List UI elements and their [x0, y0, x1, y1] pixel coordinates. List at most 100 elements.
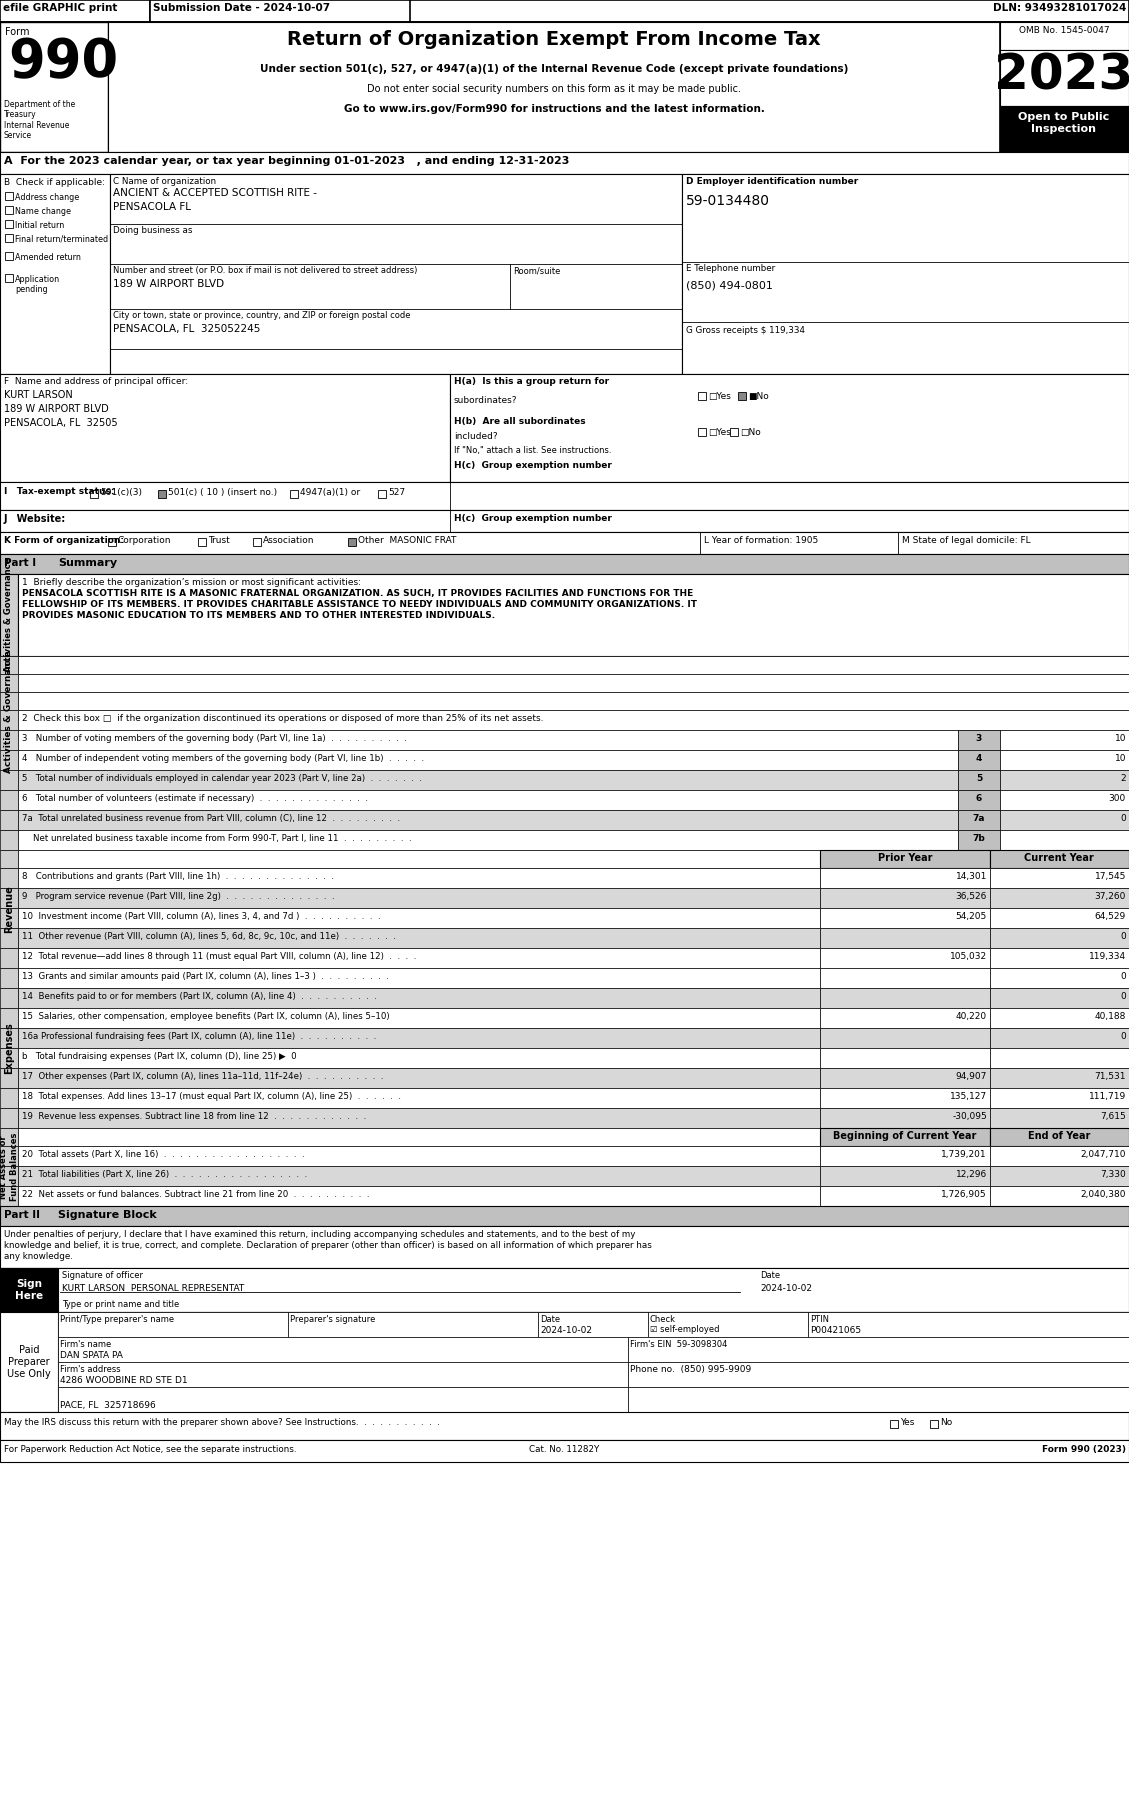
Text: ■No: ■No	[749, 393, 769, 402]
Bar	[820, 1007, 990, 1027]
Text: Return of Organization Exempt From Income Tax: Return of Organization Exempt From Incom…	[287, 31, 821, 49]
Bar	[0, 987, 18, 1007]
Text: 10: 10	[1114, 733, 1126, 742]
Text: B  Check if applicable:: B Check if applicable:	[5, 178, 105, 187]
Bar	[698, 429, 706, 436]
Bar	[18, 674, 1129, 692]
Text: Under section 501(c), 527, or 4947(a)(1) of the Internal Revenue Code (except pr: Under section 501(c), 527, or 4947(a)(1)…	[260, 65, 848, 74]
Bar	[18, 1049, 820, 1069]
Text: 3   Number of voting members of the governing body (Part VI, line 1a)  .  .  .  : 3 Number of voting members of the govern…	[21, 733, 406, 742]
Text: knowledge and belief, it is true, correct, and complete. Declaration of preparer: knowledge and belief, it is true, correc…	[5, 1242, 651, 1251]
Bar	[5, 234, 14, 241]
Bar	[5, 220, 14, 229]
Bar	[1000, 831, 1129, 851]
Bar	[110, 175, 682, 375]
Text: 1  Briefly describe the organization’s mission or most significant activities:: 1 Briefly describe the organization’s mi…	[21, 578, 361, 587]
Bar	[1000, 730, 1129, 750]
Bar	[820, 968, 990, 987]
Text: DLN: 93493281017024: DLN: 93493281017024	[992, 4, 1126, 13]
Bar	[820, 869, 990, 888]
Text: KURT LARSON  PERSONAL REPRESENTAT: KURT LARSON PERSONAL REPRESENTAT	[62, 1285, 244, 1294]
Text: 1,739,201: 1,739,201	[942, 1150, 987, 1159]
Text: 0: 0	[1120, 991, 1126, 1000]
Text: 7,615: 7,615	[1101, 1112, 1126, 1121]
Text: 11  Other revenue (Part VIII, column (A), lines 5, 6d, 8c, 9c, 10c, and 11e)  . : 11 Other revenue (Part VIII, column (A),…	[21, 932, 396, 941]
Bar	[820, 1027, 990, 1049]
Text: Current Year: Current Year	[1024, 852, 1094, 863]
Text: 18  Total expenses. Add lines 13–17 (must equal Part IX, column (A), line 25)  .: 18 Total expenses. Add lines 13–17 (must…	[21, 1092, 401, 1101]
Bar	[990, 869, 1129, 888]
Text: 2: 2	[1120, 775, 1126, 784]
Text: any knowledge.: any knowledge.	[5, 1252, 73, 1261]
Text: 1,726,905: 1,726,905	[942, 1189, 987, 1198]
Text: May the IRS discuss this return with the preparer shown above? See Instructions.: May the IRS discuss this return with the…	[5, 1418, 440, 1427]
Bar	[18, 851, 820, 869]
Text: FELLOWSHIP OF ITS MEMBERS. IT PROVIDES CHARITABLE ASSISTANCE TO NEEDY INDIVIDUAL: FELLOWSHIP OF ITS MEMBERS. IT PROVIDES C…	[21, 600, 697, 609]
Bar	[0, 0, 150, 22]
Text: I   Tax-exempt status:: I Tax-exempt status:	[5, 487, 114, 496]
Text: Yes: Yes	[900, 1418, 914, 1427]
Text: -30,095: -30,095	[952, 1112, 987, 1121]
Bar	[0, 888, 18, 908]
Bar	[158, 490, 166, 497]
Text: H(c)  Group exemption number: H(c) Group exemption number	[454, 514, 612, 523]
Bar	[0, 730, 18, 750]
Bar	[820, 928, 990, 948]
Bar	[990, 1186, 1129, 1206]
Bar	[0, 851, 18, 869]
Text: 0: 0	[1120, 932, 1126, 941]
Text: L Year of formation: 1905: L Year of formation: 1905	[704, 535, 819, 544]
Text: City or town, state or province, country, and ZIP or foreign postal code: City or town, state or province, country…	[113, 312, 411, 321]
Bar	[18, 1027, 820, 1049]
Bar	[0, 1413, 1129, 1440]
Bar	[90, 490, 98, 497]
Text: 501(c)(3): 501(c)(3)	[100, 488, 142, 497]
Bar	[18, 968, 820, 987]
Bar	[990, 908, 1129, 928]
Text: Firm's name: Firm's name	[60, 1341, 112, 1350]
Text: b   Total fundraising expenses (Part IX, column (D), line 25) ▶  0: b Total fundraising expenses (Part IX, c…	[21, 1052, 297, 1061]
Bar	[1000, 22, 1129, 151]
Bar	[0, 532, 1129, 553]
Bar	[0, 789, 18, 811]
Bar	[1000, 769, 1129, 789]
Bar	[990, 888, 1129, 908]
Bar	[0, 0, 1129, 22]
Text: 135,127: 135,127	[949, 1092, 987, 1101]
Text: 6: 6	[975, 795, 982, 804]
Bar	[18, 1108, 820, 1128]
Text: Signature Block: Signature Block	[58, 1209, 157, 1220]
Bar	[0, 510, 1129, 532]
Bar	[628, 1362, 1129, 1388]
Text: 105,032: 105,032	[949, 951, 987, 960]
Bar	[820, 1088, 990, 1108]
Text: 20  Total assets (Part X, line 16)  .  .  .  .  .  .  .  .  .  .  .  .  .  .  . : 20 Total assets (Part X, line 16) . . . …	[21, 1150, 305, 1159]
Bar	[18, 692, 1129, 710]
Bar	[0, 769, 18, 789]
Bar	[18, 987, 820, 1007]
Bar	[820, 1108, 990, 1128]
Bar	[820, 1069, 990, 1088]
Text: Expenses: Expenses	[5, 1022, 14, 1074]
Text: 3: 3	[975, 733, 982, 742]
Bar	[0, 811, 18, 831]
Bar	[0, 553, 1129, 575]
Text: PTIN: PTIN	[809, 1315, 829, 1324]
Bar	[0, 869, 18, 888]
Bar	[18, 656, 1129, 674]
Text: OMB No. 1545-0047: OMB No. 1545-0047	[1018, 25, 1110, 34]
Text: 54,205: 54,205	[956, 912, 987, 921]
Text: 15  Salaries, other compensation, employee benefits (Part IX, column (A), lines : 15 Salaries, other compensation, employe…	[21, 1013, 390, 1022]
Text: Final return/terminated: Final return/terminated	[15, 234, 108, 243]
Bar	[1000, 789, 1129, 811]
Bar	[930, 1420, 938, 1427]
Text: 501(c) ( 10 ) (insert no.): 501(c) ( 10 ) (insert no.)	[168, 488, 277, 497]
Bar	[18, 1069, 820, 1088]
Bar	[0, 750, 18, 769]
Text: 12,296: 12,296	[956, 1169, 987, 1179]
Bar	[0, 1049, 18, 1069]
Bar	[990, 1146, 1129, 1166]
Bar	[18, 1128, 820, 1146]
Text: C Name of organization: C Name of organization	[113, 177, 216, 186]
Text: Print/Type preparer's name: Print/Type preparer's name	[60, 1315, 174, 1324]
